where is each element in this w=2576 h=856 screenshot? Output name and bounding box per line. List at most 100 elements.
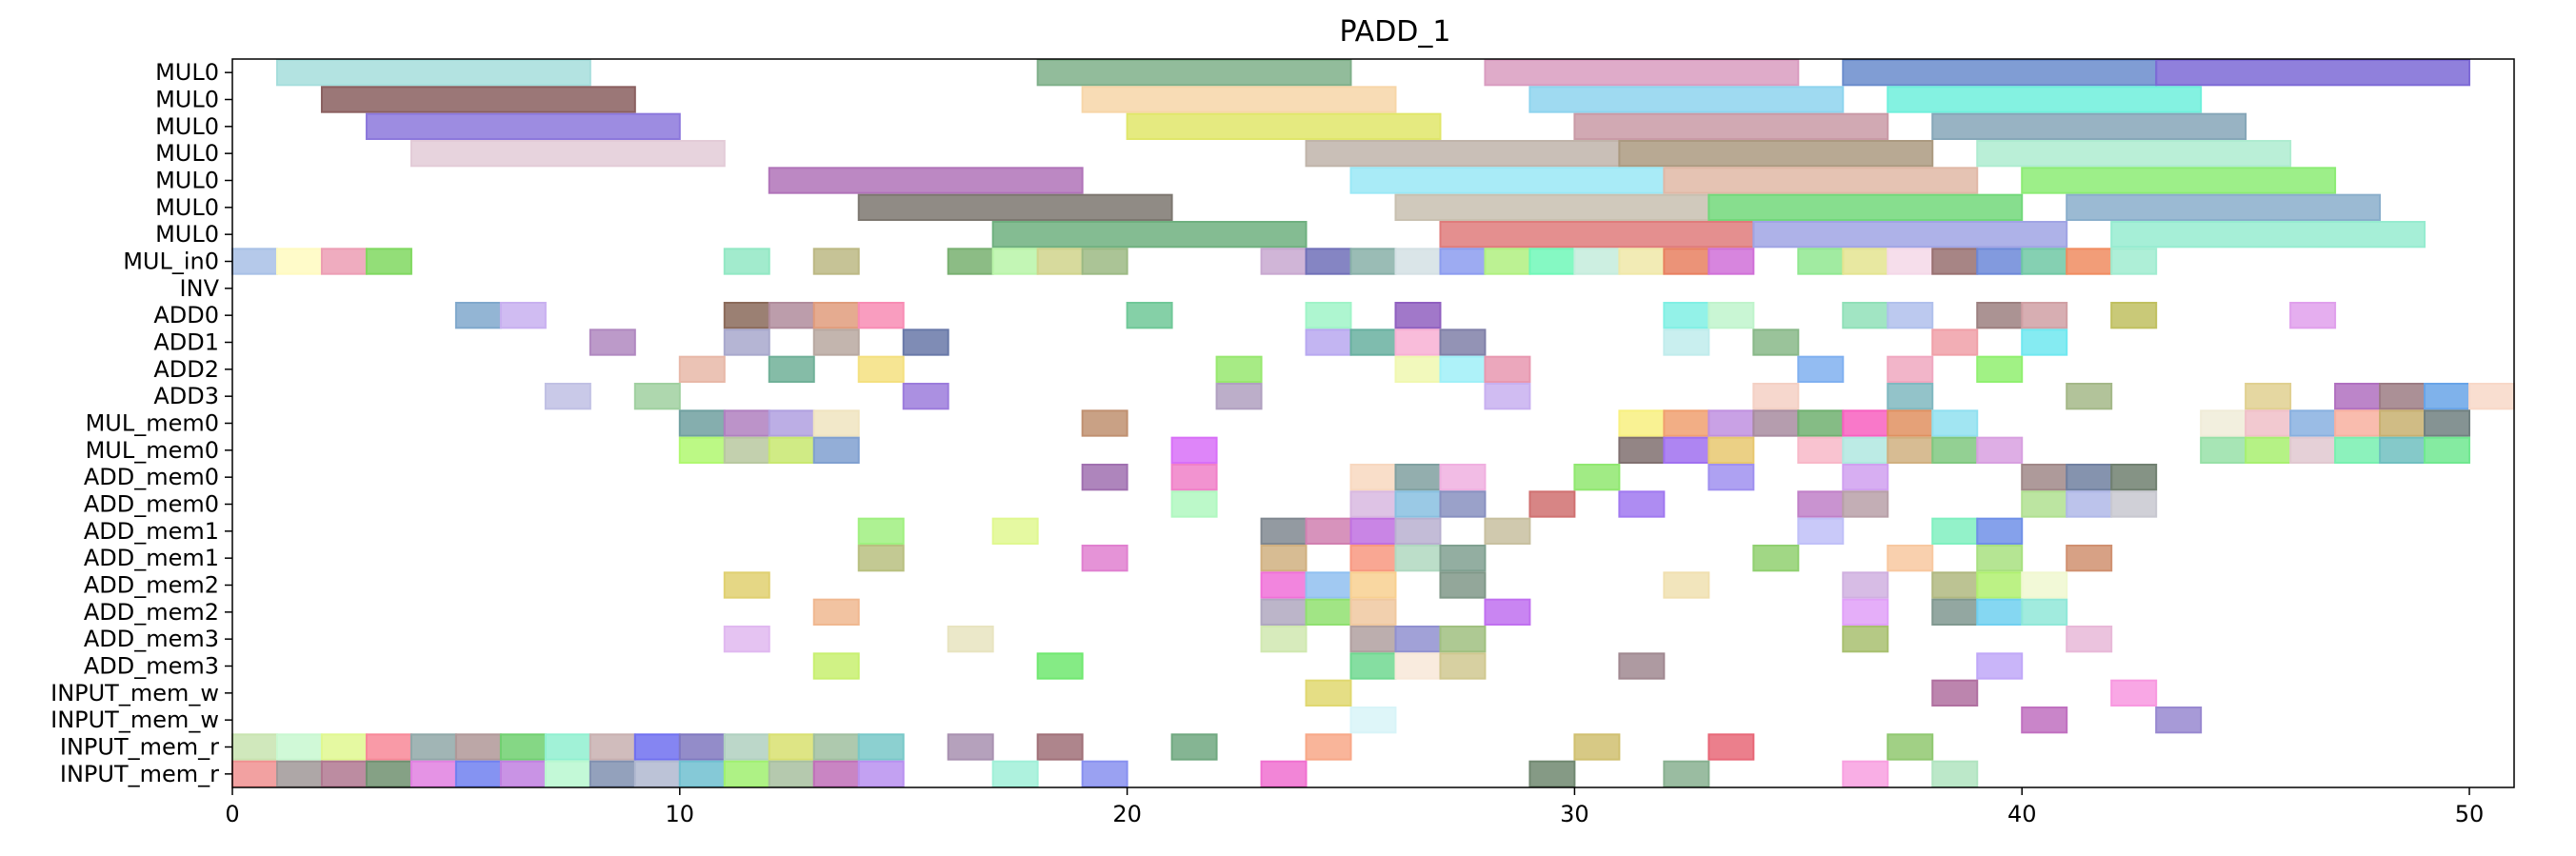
gantt-bar: [1573, 248, 1621, 275]
gantt-bar: [365, 112, 681, 140]
gantt-bar: [1528, 248, 1576, 275]
y-axis-labels: MUL0MUL0MUL0MUL0MUL0MUL0MUL0MUL_in0INVAD…: [50, 59, 232, 787]
gantt-bar: [2379, 383, 2426, 410]
gantt-bar: [768, 733, 815, 761]
gantt-bar: [678, 760, 726, 788]
gantt-bar: [1887, 383, 1934, 410]
y-tick-label: ADD_mem0: [84, 464, 219, 490]
gantt-bar: [1663, 571, 1710, 599]
gantt-bar: [499, 302, 547, 329]
gantt-bar: [1349, 517, 1397, 546]
gantt-bar: [1349, 598, 1397, 627]
plot-frame: [231, 58, 2515, 788]
gantt-bar: [1887, 355, 1934, 383]
gantt-bar: [2066, 626, 2113, 653]
gantt-bar: [1663, 760, 1710, 788]
gantt-bar: [1260, 545, 1308, 572]
gantt-bar: [1663, 302, 1710, 329]
gantt-bar: [1484, 598, 1531, 627]
y-tick-label: ADD_mem0: [84, 491, 219, 518]
gantt-bar: [1305, 517, 1352, 546]
gantt-bar: [2200, 436, 2247, 464]
gantt-bar: [812, 652, 860, 680]
gantt-bar: [768, 436, 815, 464]
gantt-bar: [275, 248, 323, 275]
gantt-bar: [1528, 760, 1576, 788]
gantt-bar: [723, 626, 770, 653]
gantt-bar: [1394, 464, 1442, 491]
gantt-bar: [454, 760, 502, 788]
gantt-bar: [1976, 652, 2024, 680]
gantt-bar: [1305, 571, 1352, 599]
gantt-bar: [1842, 490, 1889, 518]
gantt-bar: [1305, 598, 1352, 627]
gantt-bar: [1663, 409, 1710, 437]
y-tick-label: ADD3: [153, 383, 219, 409]
gantt-bar: [678, 409, 726, 437]
gantt-bar: [1797, 517, 1845, 546]
gantt-bar: [1707, 436, 1755, 464]
gantt-bar: [1394, 355, 1442, 383]
gantt-bar: [1842, 598, 1889, 627]
gantt-bar: [320, 248, 368, 275]
gantt-bar: [1260, 248, 1308, 275]
y-tick-label: MUL0: [155, 87, 219, 113]
gantt-bar: [1618, 436, 1666, 464]
gantt-bar: [991, 760, 1039, 788]
gantt-bar: [2110, 679, 2158, 707]
gantt-bar: [812, 302, 860, 329]
gantt-bar: [947, 733, 994, 761]
gantt-bar: [589, 760, 636, 788]
y-tick-label: MUL_mem0: [86, 437, 219, 464]
gantt-bar: [1394, 626, 1442, 653]
gantt-bar: [812, 598, 860, 627]
gantt-bar: [1707, 733, 1755, 761]
y-tick-label: MUL0: [155, 113, 219, 140]
gantt-bar: [1439, 545, 1487, 572]
gantt-bar: [723, 571, 770, 599]
gantt-bar: [1305, 328, 1352, 356]
gantt-bar: [1663, 167, 1979, 194]
gantt-bar: [1170, 464, 1218, 491]
gantt-bar: [768, 167, 1084, 194]
gantt-bar: [1439, 221, 1755, 249]
gantt-bar: [1394, 652, 1442, 680]
gantt-bar: [1484, 59, 1800, 87]
gantt-bar: [2155, 59, 2471, 87]
gantt-bar: [589, 733, 636, 761]
gantt-bar: [723, 733, 770, 761]
y-tick-label: INPUT_mem_w: [50, 680, 219, 707]
gantt-bar: [1394, 193, 1710, 222]
gantt-bar: [857, 355, 905, 383]
gantt-bar: [544, 383, 591, 410]
gantt-bar: [1976, 302, 2024, 329]
y-tick-label: INPUT_mem_w: [50, 707, 219, 733]
y-tick-label: INPUT_mem_r: [60, 734, 219, 761]
gantt-bar: [1081, 86, 1397, 113]
gantt-bar: [2066, 490, 2113, 518]
gantt-bar: [2021, 302, 2068, 329]
gantt-bar: [1260, 626, 1308, 653]
gantt-bar: [768, 409, 815, 437]
gantt-bar: [2021, 167, 2337, 194]
gantt-bar: [2021, 707, 2068, 734]
gantt-bar: [857, 302, 905, 329]
gantt-bar: [1349, 464, 1397, 491]
gantt-bar: [1305, 302, 1352, 329]
gantt-bar: [1931, 328, 1979, 356]
gantt-bar: [947, 626, 994, 653]
y-tick-label: MUL0: [155, 59, 219, 86]
gantt-bar: [1439, 248, 1487, 275]
gantt-bar: [1931, 598, 1979, 627]
gantt-bar: [2289, 436, 2337, 464]
gantt-bar: [454, 733, 502, 761]
gantt-bar: [1215, 355, 1263, 383]
gantt-bar: [1394, 545, 1442, 572]
gantt-bar: [1976, 598, 2024, 627]
gantt-bar: [1618, 409, 1666, 437]
gantt-bar: [857, 517, 905, 546]
gantt-bar: [231, 248, 278, 275]
gantt-bar: [1126, 302, 1173, 329]
gantt-bar: [857, 193, 1173, 222]
gantt-bar: [1439, 490, 1487, 518]
